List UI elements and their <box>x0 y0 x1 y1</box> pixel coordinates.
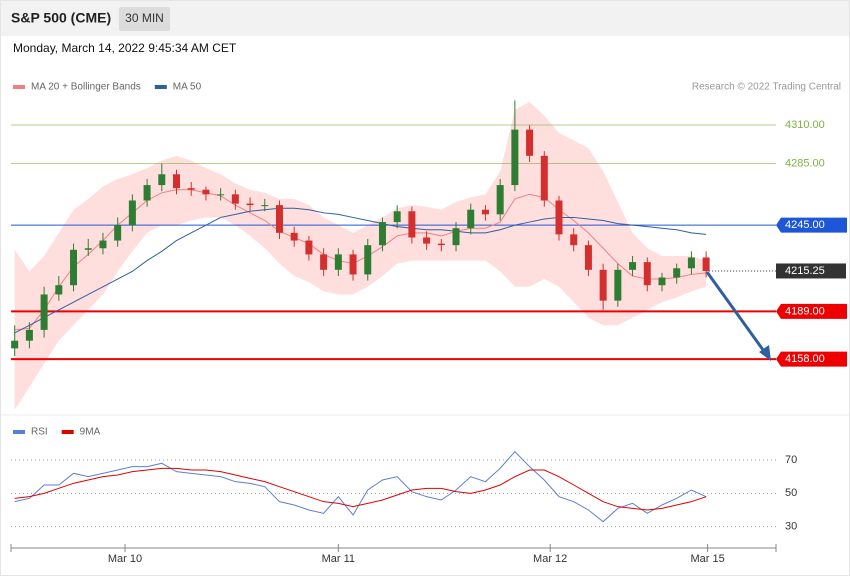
level-label: 4158.00 <box>785 353 825 365</box>
level-label: 4189.00 <box>785 305 825 317</box>
y-tick-label: 70 <box>785 454 797 466</box>
x-tick-label: Mar 10 <box>108 553 142 565</box>
projection-arrowhead <box>759 345 771 361</box>
candle-body <box>70 249 78 286</box>
legend-swatch <box>154 85 167 89</box>
candle-body <box>349 254 357 275</box>
candle-body <box>467 209 475 229</box>
candle-body <box>246 203 254 206</box>
indicator-line <box>14 467 707 511</box>
candle-body <box>570 234 578 246</box>
candle-body <box>599 269 607 301</box>
candle-body <box>173 174 181 189</box>
current-price-label: 4215.25 <box>785 265 825 277</box>
candle-body <box>84 248 92 250</box>
candle-body <box>99 240 107 249</box>
candle-body <box>393 211 401 223</box>
candle-body <box>408 211 416 238</box>
ma-line <box>14 207 707 334</box>
candle-body <box>378 222 386 246</box>
candle-body <box>423 237 431 244</box>
timestamp: Monday, March 14, 2022 9:45:34 AM CET <box>13 41 237 55</box>
candle-body <box>452 228 460 246</box>
candle-body <box>231 194 239 204</box>
level-box <box>776 217 847 233</box>
candle-body <box>261 205 269 207</box>
candle-body <box>555 200 563 235</box>
level-label: 4245.00 <box>785 219 825 231</box>
candle-body <box>526 129 534 156</box>
projection-arrow <box>705 271 768 355</box>
legend-swatch <box>13 85 25 89</box>
credit: Research © 2022 Trading Central <box>692 82 841 93</box>
legend-label: RSI <box>31 427 48 438</box>
interval-label[interactable]: 30 MIN <box>125 11 164 25</box>
candle-body <box>437 243 445 246</box>
candle-body <box>658 277 666 286</box>
candle-body <box>511 129 519 186</box>
x-tick-label: Mar 15 <box>690 553 724 565</box>
candle-body <box>202 189 210 195</box>
candle-body <box>158 174 166 186</box>
x-tick-label: Mar 12 <box>533 553 567 565</box>
candle-body <box>540 155 548 201</box>
candle-body <box>217 194 225 196</box>
candle-body <box>114 225 122 241</box>
level-box <box>776 351 847 367</box>
candle-body <box>643 262 651 286</box>
legend-label: 9MA <box>80 427 101 438</box>
candle-body <box>187 188 195 190</box>
candle-body <box>290 232 298 241</box>
candle-body <box>584 245 592 270</box>
level-box <box>776 303 847 319</box>
level-label: 4285.00 <box>785 157 825 169</box>
indicator-line <box>14 450 707 523</box>
candle-body <box>673 268 681 278</box>
candle-body <box>496 185 504 215</box>
candle-body <box>11 340 19 349</box>
candle-body <box>55 285 63 295</box>
candle-body <box>25 329 33 341</box>
candle-body <box>614 269 622 301</box>
candle-body <box>320 254 328 270</box>
candle-body <box>364 245 372 275</box>
level-label: 4310.00 <box>785 119 825 131</box>
instrument-title: S&P 500 (CME) <box>11 10 111 26</box>
candle-body <box>687 257 695 269</box>
x-tick-label: Mar 11 <box>322 553 355 565</box>
candle-body <box>305 240 313 255</box>
candle-body <box>629 262 637 270</box>
candle-body <box>334 254 342 270</box>
current-price-box <box>776 263 846 279</box>
candle-body <box>143 185 151 201</box>
interval-badge[interactable] <box>119 7 170 31</box>
candle-body <box>481 209 489 215</box>
legend-swatch <box>61 430 74 434</box>
legend-label: MA 20 + Bollinger Bands <box>31 82 141 93</box>
legend-label: MA 50 <box>173 82 202 93</box>
candle-body <box>702 257 710 271</box>
y-tick-label: 50 <box>785 487 797 499</box>
candle-body <box>275 205 283 233</box>
candle-body <box>40 294 48 330</box>
y-tick-label: 30 <box>785 521 797 533</box>
legend-swatch <box>13 430 25 434</box>
bollinger-band <box>14 101 707 410</box>
candle-body <box>128 200 136 226</box>
